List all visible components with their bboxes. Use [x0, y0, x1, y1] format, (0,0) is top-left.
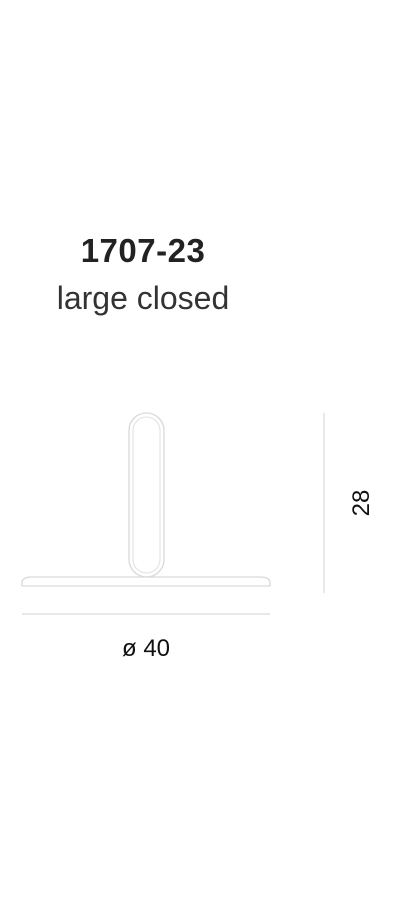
diameter-label: ø 40 [121, 635, 171, 662]
product-variant: large closed [56, 280, 230, 316]
product-code: 1707-23 [80, 232, 206, 269]
lamp-loop-inner [132, 416, 161, 574]
height-label: 28 [348, 489, 375, 517]
lamp-loop-outer [128, 412, 165, 578]
lamp-drawing [21, 412, 325, 615]
lamp-base [21, 576, 271, 587]
